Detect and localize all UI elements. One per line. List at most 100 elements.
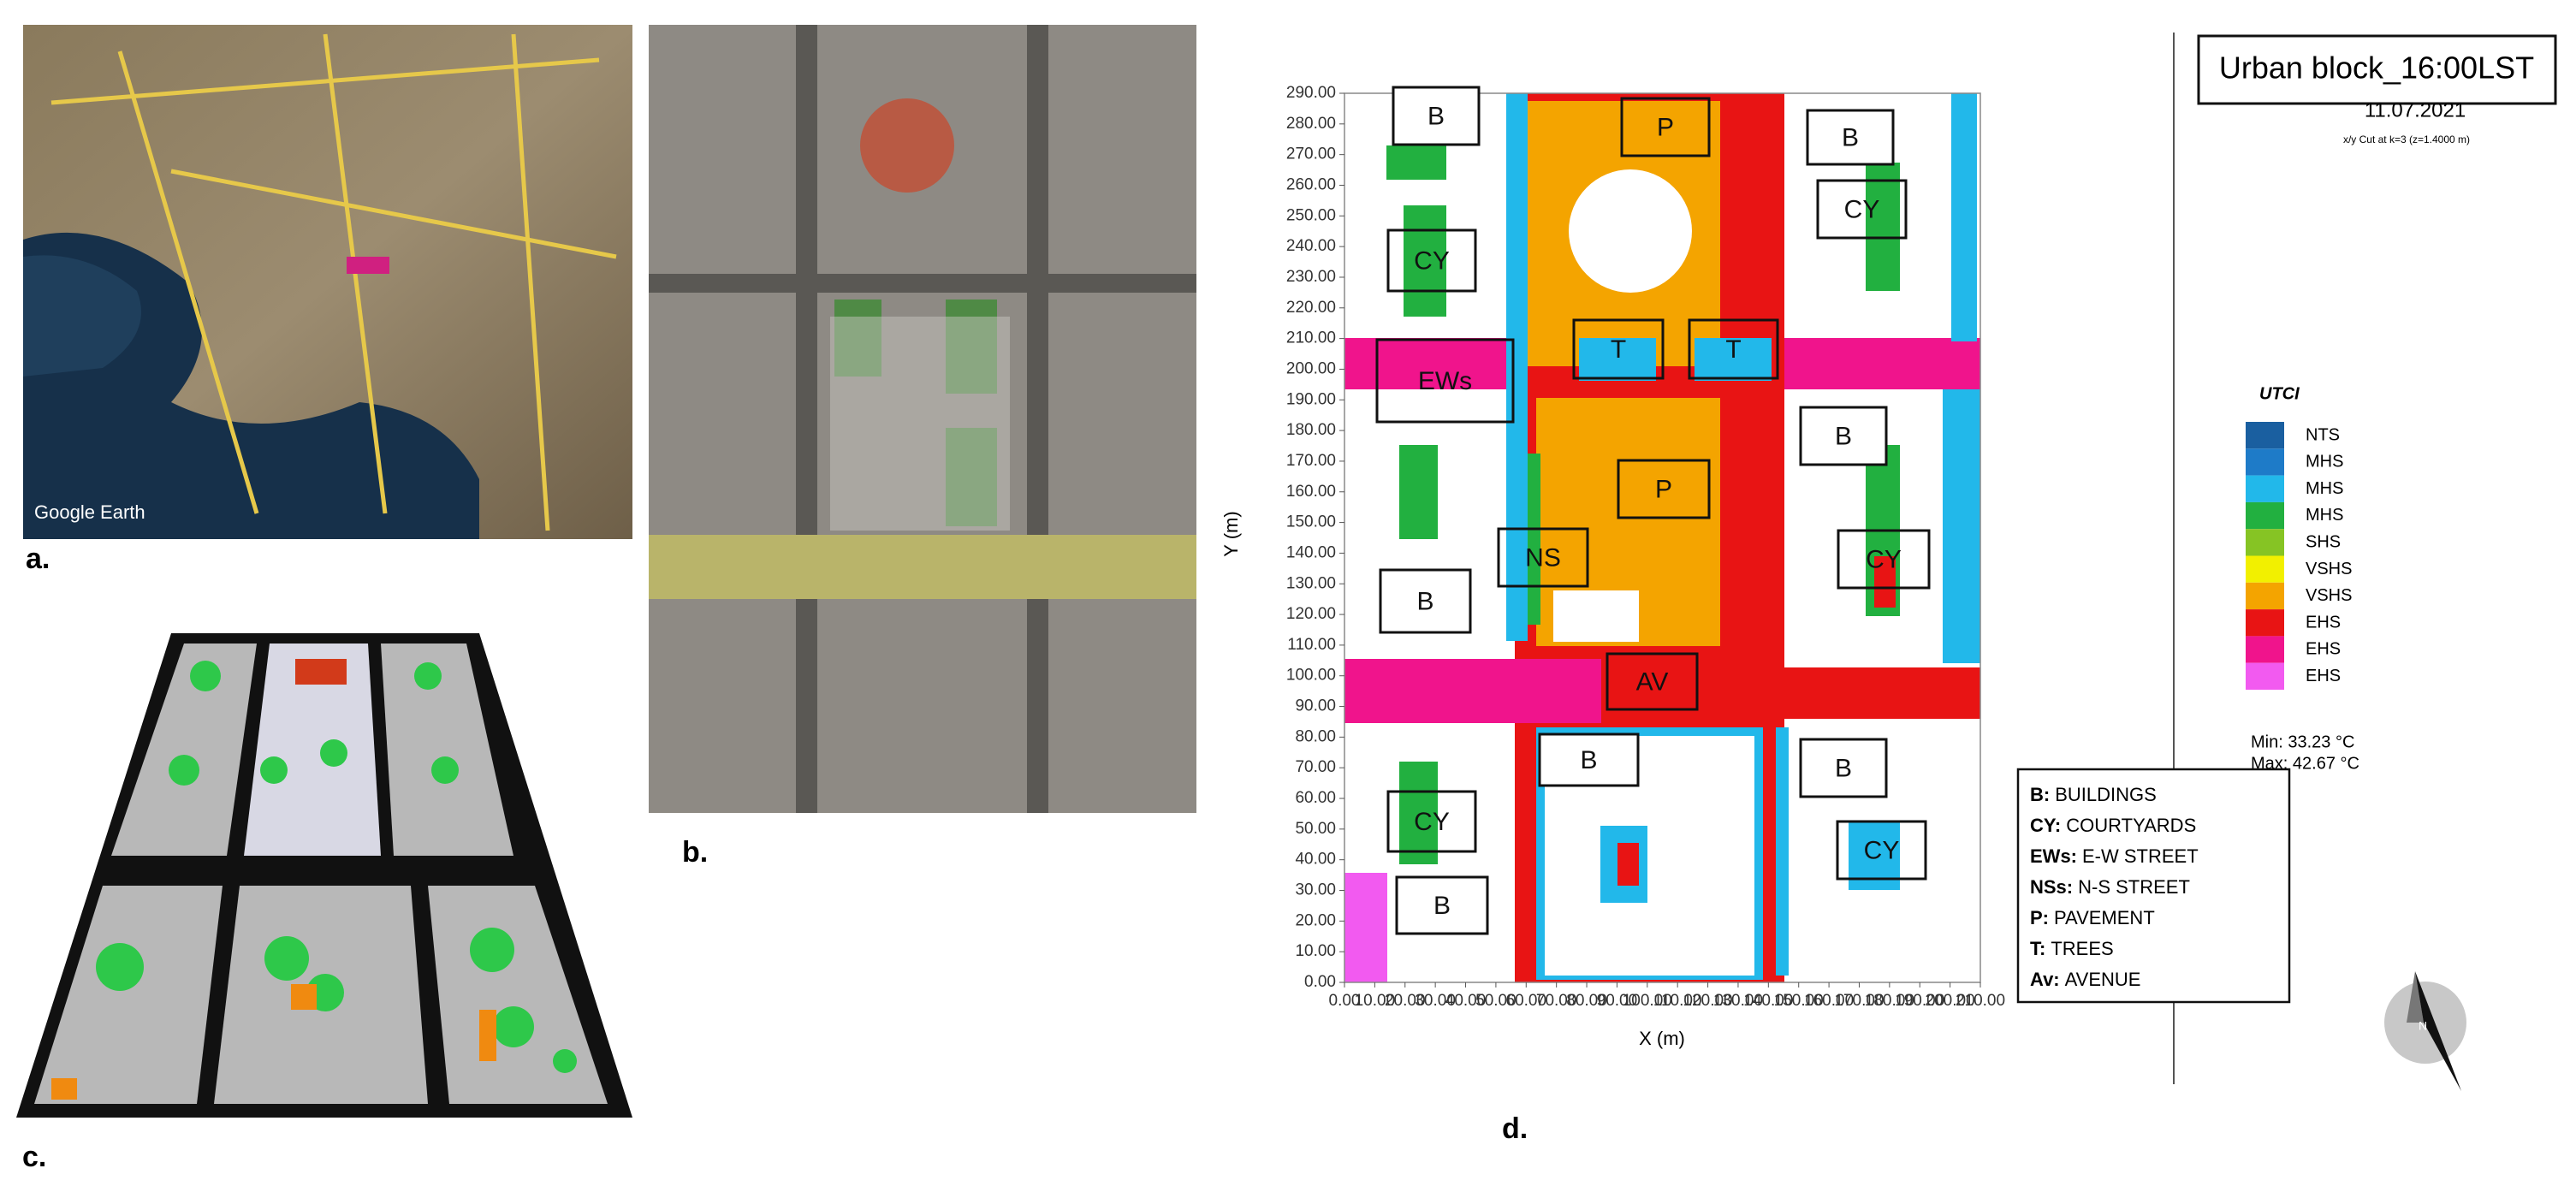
map-label: B (1580, 746, 1597, 774)
key-entry: T: TREES (2030, 938, 2114, 959)
map-label: B (1835, 422, 1852, 450)
legend-label: VSHS (2306, 560, 2352, 578)
map-label-box (1617, 459, 1711, 519)
legend-title: UTCI (2259, 384, 2300, 403)
panel-label: c. (22, 1141, 46, 1173)
key-text: AVENUE (2065, 969, 2141, 990)
map-label: CY (1414, 808, 1450, 836)
map-label: P (1655, 475, 1672, 503)
map-label: EWs (1418, 367, 1472, 395)
y-tick-label: 190.00 (1286, 390, 1336, 408)
date: 11.07.2021 (2365, 98, 2466, 122)
y-tick-label: 200.00 (1286, 359, 1336, 377)
y-tick-label: 180.00 (1286, 421, 1336, 439)
y-tick-label: 260.00 (1286, 175, 1336, 193)
panel-a-image: Google Earth (23, 25, 632, 539)
legend-swatch (2246, 662, 2284, 690)
legend-swatch (2246, 636, 2284, 663)
x-tick-label: 20.00 (1385, 992, 1426, 1010)
key-text: TREES (2051, 938, 2113, 959)
map-label-box (1799, 738, 1888, 798)
x-tick-label: 140.00 (1743, 992, 1793, 1010)
y-tick-label: 290.00 (1286, 84, 1336, 102)
key-code: EWs: (2030, 845, 2077, 867)
map-label-box (1572, 318, 1665, 380)
x-tick-label: 60.00 (1506, 992, 1547, 1010)
panel-label: b. (682, 836, 708, 869)
legend-label: EHS (2306, 613, 2341, 632)
x-tick-label: 120.00 (1683, 992, 1733, 1010)
y-tick-label: 240.00 (1286, 237, 1336, 255)
watermark: Google Earth (34, 501, 145, 523)
x-tick-label: 30.00 (1415, 992, 1456, 1010)
y-tick-label: 150.00 (1286, 513, 1336, 531)
y-tick-label: 110.00 (1287, 636, 1336, 654)
x-axis-label: X (m) (1639, 1028, 1685, 1049)
key-code: P: (2030, 907, 2049, 928)
map-label-box (1538, 732, 1640, 787)
key-text: COURTYARDS (2066, 815, 2196, 836)
x-tick-label: 40.00 (1445, 992, 1487, 1010)
map-label: T (1611, 335, 1626, 364)
map-label-box (1620, 97, 1711, 157)
legend-label: EHS (2306, 667, 2341, 685)
map-label: CY (1844, 195, 1880, 223)
legend-swatch (2246, 555, 2284, 583)
y-tick-label: 120.00 (1286, 605, 1336, 623)
map-label: B (1433, 892, 1451, 920)
panel-label: d. (1502, 1112, 1528, 1145)
legend-label: NTS (2306, 425, 2340, 444)
key-code: NSs: (2030, 876, 2073, 898)
panel-c-model (16, 633, 632, 1118)
y-axis-label: Y (m) (1220, 511, 1242, 556)
legend-swatch (2246, 422, 2284, 449)
map-label: B (1835, 754, 1852, 782)
x-tick-label: 0.00 (1329, 992, 1361, 1010)
map-label: CY (1866, 545, 1902, 573)
legend-swatch (2246, 501, 2284, 530)
x-tick-label: 150.00 (1774, 992, 1824, 1010)
y-tick-label: 140.00 (1286, 543, 1336, 561)
map-label-box (1816, 179, 1908, 240)
y-tick-label: 100.00 (1286, 667, 1336, 685)
y-tick-label: 60.00 (1295, 789, 1336, 807)
y-tick-label: 90.00 (1295, 697, 1336, 715)
map-label: T (1725, 335, 1741, 364)
map-label-box (1799, 406, 1888, 466)
panel-b-image (649, 25, 1196, 813)
key-text: E-W STREET (2082, 845, 2199, 867)
y-tick-label: 170.00 (1286, 452, 1336, 470)
map-label-box (1386, 790, 1477, 853)
legend-swatch (2246, 475, 2284, 502)
map-label-box (1395, 875, 1489, 935)
x-tick-label: 80.00 (1566, 992, 1607, 1010)
north-arrow: N (2384, 971, 2466, 1091)
key-code: CY: (2030, 815, 2061, 836)
x-tick-label: 200.00 (1926, 992, 1975, 1010)
x-tick-label: 90.00 (1597, 992, 1638, 1010)
map-label: AV (1636, 667, 1669, 696)
map-label: NS (1525, 543, 1561, 572)
y-tick-label: 210.00 (1286, 329, 1336, 347)
legend-label: MHS (2306, 479, 2343, 498)
cut-info: x/y Cut at k=3 (z=1.4000 m) (2343, 133, 2470, 145)
map-label-box (1606, 652, 1699, 711)
map-label-box (1379, 568, 1472, 634)
map-title: Urban block_16:00LST (2219, 50, 2534, 86)
x-tick-label: 100.00 (1623, 992, 1672, 1010)
y-tick-label: 220.00 (1286, 299, 1336, 317)
map-label-box (1806, 109, 1895, 166)
key-box (2016, 768, 2291, 1004)
key-code: B: (2030, 784, 2050, 805)
legend-label: MHS (2306, 453, 2343, 472)
key-entry: P: PAVEMENT (2030, 907, 2155, 928)
map-label: B (1427, 102, 1445, 130)
map-label-box (1375, 338, 1515, 424)
key-entry: NSs: N-S STREET (2030, 876, 2190, 898)
key-code: T: (2030, 938, 2045, 959)
x-tick-label: 50.00 (1475, 992, 1517, 1010)
key-text: PAVEMENT (2054, 907, 2155, 928)
y-tick-label: 270.00 (1286, 145, 1336, 163)
x-tick-label: 210.00 (1956, 992, 2005, 1010)
